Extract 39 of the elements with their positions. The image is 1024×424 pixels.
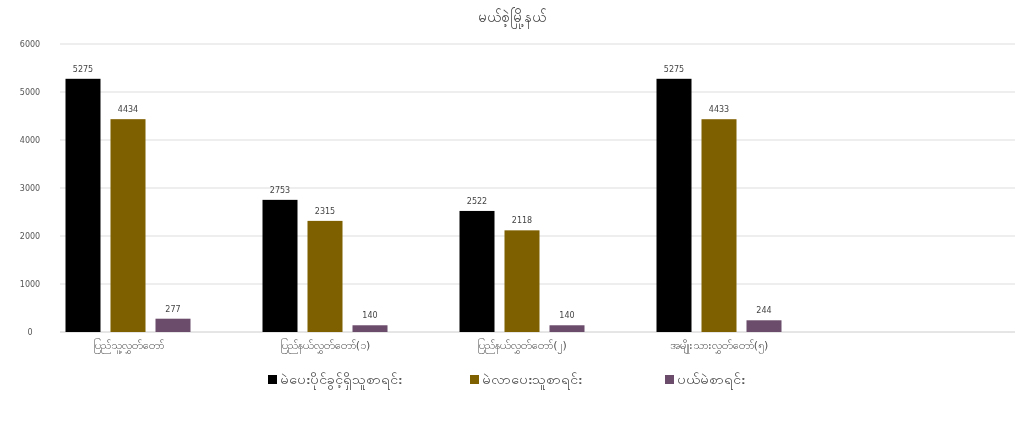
legend-label: ပယ်မဲစာရင်း	[677, 371, 745, 390]
data-label: 2522	[466, 196, 488, 206]
data-label: 2118	[511, 216, 533, 226]
bar	[701, 119, 737, 332]
x-tick-label: ပြည်နယ်လွှတ်တော်(၁)	[279, 338, 371, 354]
data-label: 4434	[117, 105, 139, 115]
y-tick-label: 5000	[19, 88, 41, 97]
bar	[155, 318, 191, 332]
bar	[65, 78, 101, 332]
x-tick-label: အမျိုးသားလွှတ်တော်(၅)	[669, 339, 769, 354]
y-tick-label: 1000	[19, 280, 41, 289]
bar	[307, 220, 343, 332]
bar	[352, 325, 388, 332]
bar	[262, 199, 298, 332]
x-tick-label: ပြည်နယ်လွှတ်တော်(၂)	[477, 338, 567, 354]
y-tick-label: 2000	[19, 232, 41, 241]
y-tick-label: 3000	[19, 184, 41, 193]
legend-label: မဲလာပေးသူစာရင်း	[482, 371, 582, 390]
legend-label: မဲပေးပိုင်ခွင့်ရှိသူစာရင်း	[280, 371, 402, 390]
chart-title: မယ်စဲ့မြို့နယ်	[478, 7, 546, 29]
data-label: 2315	[314, 206, 336, 216]
data-label: 4433	[708, 105, 730, 115]
data-label: 2753	[269, 185, 291, 195]
bar	[110, 119, 146, 332]
y-tick-label: 4000	[19, 136, 41, 145]
y-tick-label: 0	[27, 328, 33, 337]
data-label: 140	[362, 311, 378, 321]
data-label: 244	[756, 306, 772, 316]
bar	[549, 325, 585, 332]
bar	[746, 320, 782, 332]
data-label: 277	[165, 304, 181, 314]
data-label: 5275	[663, 64, 685, 74]
x-tick-label: ပြည်သူ့လွှတ်တော်	[92, 338, 164, 354]
data-label: 5275	[72, 64, 94, 74]
bar	[504, 230, 540, 332]
data-label: 140	[559, 311, 575, 321]
bar	[459, 210, 495, 332]
y-tick-label: 6000	[19, 40, 41, 49]
bar	[656, 78, 692, 332]
